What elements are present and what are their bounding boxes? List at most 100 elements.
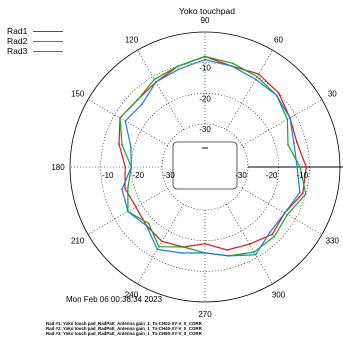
series-point-rad3 bbox=[293, 142, 295, 145]
series-point-rad1 bbox=[248, 243, 251, 246]
radial-tick-label: -30 bbox=[163, 171, 175, 180]
angle-tick-label: 210 bbox=[71, 237, 85, 246]
grid-spoke bbox=[242, 188, 323, 235]
radial-tick-label: -10 bbox=[102, 171, 114, 180]
series-point-rad3 bbox=[130, 146, 132, 149]
series-point-rad3 bbox=[289, 117, 291, 119]
series-point-rad2 bbox=[204, 55, 206, 58]
timestamp: Mon Feb 06 00:38:34 2023 bbox=[66, 295, 163, 304]
series-point-rad2 bbox=[147, 222, 150, 225]
radial-tick-label: -20 bbox=[133, 171, 145, 180]
series-point-rad3 bbox=[269, 231, 271, 234]
series-point-rad1 bbox=[118, 143, 120, 145]
series-point-rad3 bbox=[124, 120, 127, 122]
angle-tick-label: 240 bbox=[125, 290, 139, 299]
series-point-rad3 bbox=[299, 191, 301, 194]
angle-tick-label: 300 bbox=[272, 290, 286, 299]
grid-spoke bbox=[137, 49, 184, 130]
series-point-rad3 bbox=[254, 78, 257, 81]
series-point-rad3 bbox=[141, 103, 144, 105]
radial-labels: -10 -20 -30 -10 -20 -30 -30 -20 -10 bbox=[102, 64, 309, 180]
series-point-rad3 bbox=[181, 252, 183, 254]
series-point-rad2 bbox=[182, 246, 185, 248]
series-point-rad3 bbox=[121, 188, 123, 191]
series-point-rad3 bbox=[275, 94, 278, 97]
series-point-rad1 bbox=[296, 141, 298, 144]
series-point-rad2 bbox=[287, 143, 289, 146]
series-point-rad1 bbox=[226, 249, 229, 251]
legend-swatch bbox=[33, 51, 63, 52]
legend: Rad1 Rad2 Rad3 bbox=[7, 26, 63, 56]
series-point-rad1 bbox=[204, 242, 206, 245]
series-point-rad2 bbox=[127, 186, 129, 189]
series-point-rad1 bbox=[135, 206, 137, 208]
radial-tick-label: -10 bbox=[199, 64, 211, 73]
legend-swatch bbox=[33, 41, 63, 42]
note-line: Rad #2: Yoko touch pad_RadPatt_Antenna g… bbox=[46, 326, 202, 332]
legend-item-rad2: Rad2 bbox=[7, 36, 63, 46]
series-point-rad2 bbox=[304, 193, 307, 195]
series-point-rad1 bbox=[301, 192, 304, 195]
radial-tick-label: -30 bbox=[199, 125, 211, 134]
series-point-rad3 bbox=[296, 166, 298, 168]
series-point-rad2 bbox=[256, 75, 259, 78]
series-point-rad3 bbox=[231, 65, 233, 68]
series-point-rad3 bbox=[204, 58, 206, 61]
series-point-rad2 bbox=[231, 62, 234, 65]
series-point-rad3 bbox=[254, 253, 257, 256]
series-point-rad3 bbox=[227, 255, 230, 257]
series-point-rad2 bbox=[158, 245, 160, 248]
series-point-rad3 bbox=[156, 248, 159, 251]
series-point-rad3 bbox=[127, 210, 129, 213]
legend-item-rad3: Rad3 bbox=[7, 46, 63, 56]
radial-tick-label: -30 bbox=[235, 171, 247, 180]
series-point-rad1 bbox=[124, 166, 127, 168]
series-point-rad3 bbox=[177, 68, 180, 71]
notes: Rad #1: Yoko touch pad_RadPatt_Antenna g… bbox=[46, 321, 202, 337]
chart-title: Yoko touchpad bbox=[179, 6, 235, 16]
note-line: Rad #3: Yoko touch pad_RadPatt_Antenna g… bbox=[46, 331, 202, 337]
series-point-rad3 bbox=[130, 166, 133, 168]
series-point-rad1 bbox=[161, 240, 163, 243]
series-point-rad1 bbox=[271, 233, 274, 236]
angle-labels: 0306090120150180210240270300330 bbox=[51, 16, 340, 319]
series-point-rad1 bbox=[257, 73, 260, 75]
angle-tick-label: 270 bbox=[198, 310, 212, 319]
center-icon bbox=[172, 141, 238, 190]
series-point-rad2 bbox=[121, 143, 123, 146]
series-point-rad2 bbox=[273, 235, 276, 238]
grid-spoke bbox=[87, 99, 168, 146]
radial-tick-label: -10 bbox=[297, 171, 309, 180]
legend-swatch bbox=[33, 31, 63, 32]
series-point-rad2 bbox=[286, 118, 289, 121]
angle-tick-label: 150 bbox=[71, 90, 85, 99]
angle-tick-label: 30 bbox=[328, 90, 337, 99]
radial-tick-label: -20 bbox=[199, 94, 211, 103]
series-point-rad2 bbox=[253, 251, 256, 253]
angle-tick-label: 60 bbox=[274, 36, 283, 45]
grid-spoke bbox=[226, 49, 273, 130]
series-point-rad1 bbox=[277, 92, 280, 95]
series-point-rad3 bbox=[155, 81, 157, 83]
series-point-rad2 bbox=[153, 78, 156, 81]
grid-spoke bbox=[137, 204, 184, 285]
series-point-rad2 bbox=[286, 213, 289, 216]
series-point-rad3 bbox=[145, 224, 148, 227]
legend-item-rad1: Rad1 bbox=[7, 26, 63, 36]
radial-tick-label: -20 bbox=[266, 171, 278, 180]
series-layer bbox=[118, 55, 308, 257]
note-line: Rad #1: Yoko touch pad_RadPatt_Antenna g… bbox=[46, 321, 202, 326]
legend-label: Rad2 bbox=[7, 36, 28, 46]
series-point-rad2 bbox=[177, 65, 179, 68]
series-point-rad2 bbox=[299, 166, 301, 168]
series-point-rad2 bbox=[119, 117, 121, 119]
series-point-rad3 bbox=[283, 212, 286, 214]
angle-tick-label: 330 bbox=[326, 237, 340, 246]
angle-tick-label: 120 bbox=[125, 36, 139, 45]
grid-spoke bbox=[242, 99, 323, 146]
legend-label: Rad1 bbox=[7, 26, 28, 36]
series-point-rad2 bbox=[136, 98, 139, 101]
angle-tick-label: 180 bbox=[51, 163, 65, 172]
angle-tick-label: 90 bbox=[201, 16, 210, 25]
